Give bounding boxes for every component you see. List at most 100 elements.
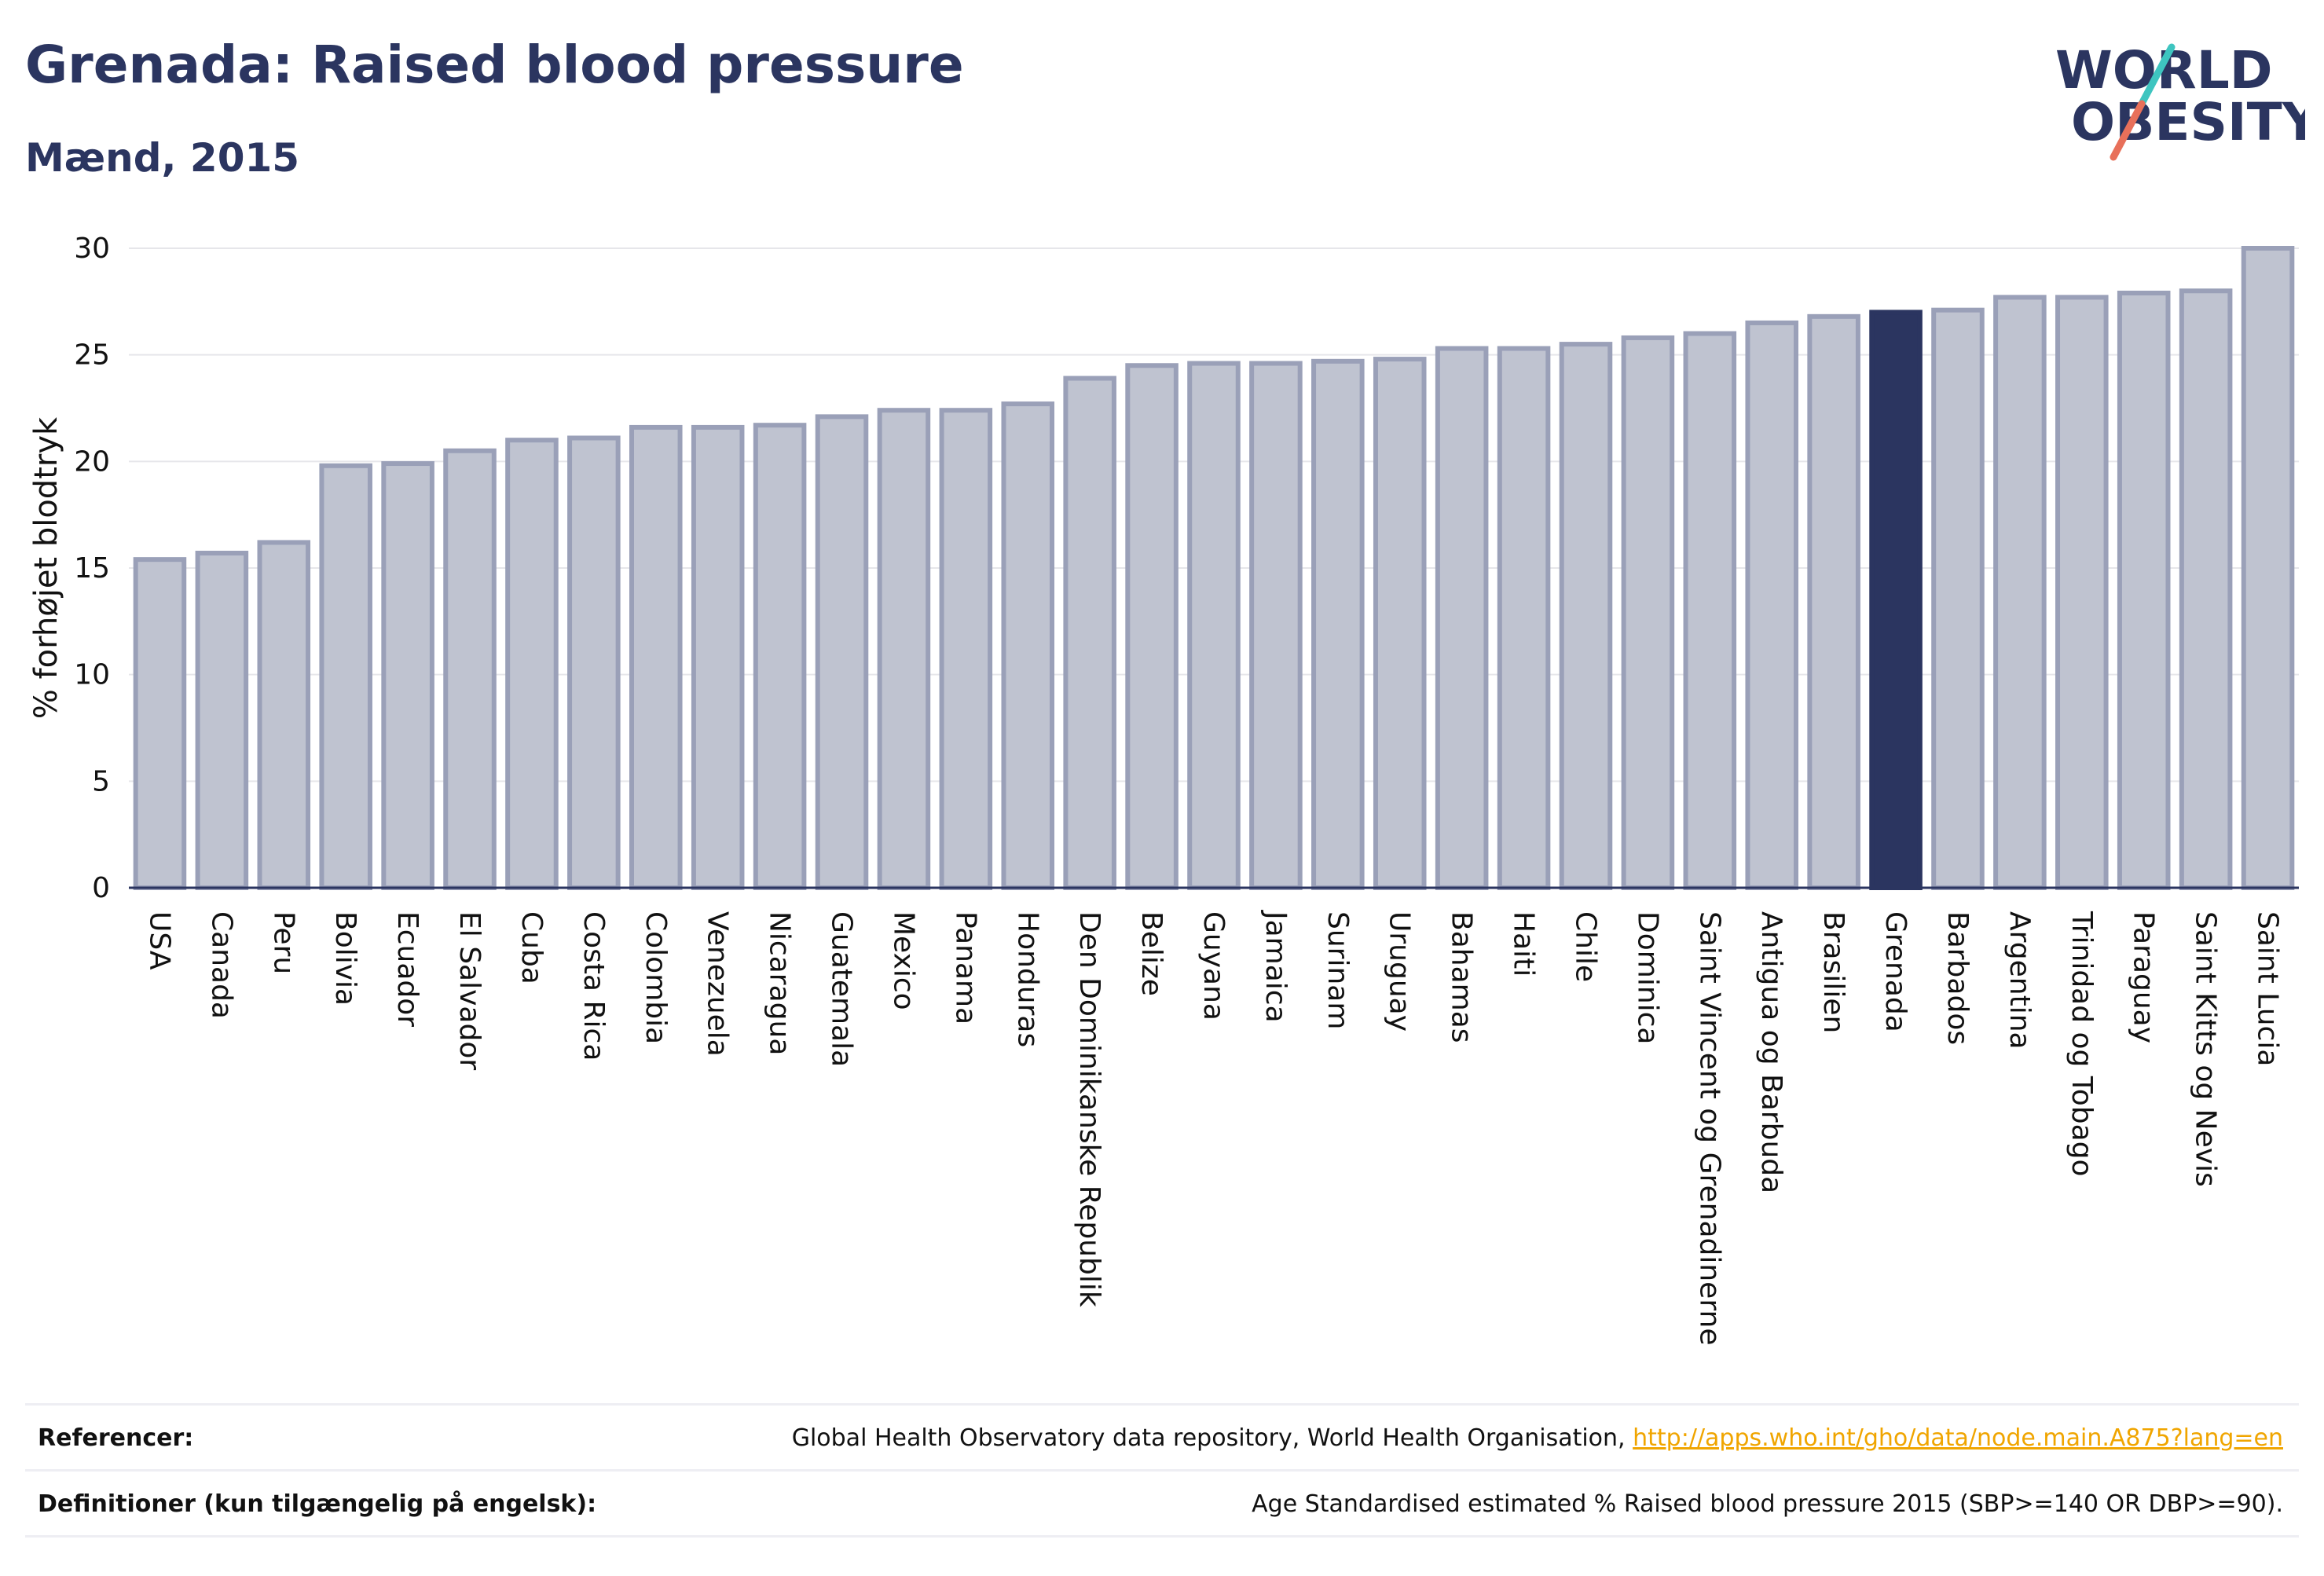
x-tick-label: Costa Rica: [577, 911, 610, 1061]
world-obesity-logo: WORLD OBESITY: [2055, 40, 2305, 161]
bar-highlight: [1869, 310, 1923, 890]
references-text: Global Health Observatory data repositor…: [791, 1424, 1626, 1452]
footer-divider-middle: [25, 1469, 2299, 1472]
x-tick-label: Cuba: [515, 911, 548, 984]
x-tick-label: Uruguay: [1384, 911, 1416, 1032]
bar: [2179, 288, 2233, 890]
x-tick-label: Ecuador: [391, 911, 423, 1027]
bar: [567, 435, 621, 890]
bar: [381, 461, 434, 890]
bar: [1993, 295, 2047, 890]
bar: [443, 448, 497, 890]
x-tick-label: Saint Kitts og Nevis: [2190, 911, 2222, 1187]
bar: [939, 408, 993, 890]
bar: [505, 438, 559, 890]
x-tick-label: Nicaragua: [764, 911, 796, 1055]
x-tick-label: Canada: [205, 911, 237, 1019]
bar: [691, 424, 745, 890]
bar: [319, 463, 372, 890]
bar: [1063, 376, 1116, 891]
logo-slash-teal: [2138, 43, 2176, 108]
x-tick-labels: USA Canada Peru Bolivia Ecuador El Salvador Cu…: [143, 910, 2283, 1345]
bar-chart: 0 5 10 15 20 25 30 USA Canada Peru Bolivia Ecuador…: [28, 233, 2299, 1345]
bar: [1125, 363, 1178, 890]
x-tick-label: Argentina: [2003, 911, 2036, 1050]
page-subtitle: Mænd, 2015: [25, 135, 300, 181]
references-row: Referencer: Global Health Observatory da…: [25, 1406, 2299, 1469]
bar: [815, 414, 869, 890]
x-tick-label: Den Dominikanske Republik: [1073, 911, 1105, 1307]
y-tick-label: 0: [92, 872, 110, 904]
x-tick-label: Honduras: [1011, 911, 1043, 1047]
footer-divider-bottom: [25, 1535, 2299, 1538]
bar: [1745, 320, 1799, 890]
bar: [1683, 331, 1737, 890]
bar: [1807, 313, 1860, 890]
bar: [2241, 246, 2295, 890]
bar: [195, 551, 249, 890]
references-link[interactable]: http://apps.who.int/gho/data/node.main.A…: [1633, 1424, 2283, 1452]
bar: [1435, 346, 1489, 890]
bar: [133, 557, 187, 890]
x-tick-label: Barbados: [1941, 911, 1974, 1045]
x-tick-label: Guyana: [1197, 911, 1230, 1021]
y-tick-labels: 0 5 10 15 20 25 30: [74, 233, 110, 904]
bar: [753, 423, 807, 890]
x-tick-label: Venezuela: [702, 911, 734, 1057]
bar: [629, 424, 683, 890]
x-tick-label: Chile: [1569, 911, 1601, 982]
x-tick-label: Paraguay: [2128, 911, 2160, 1043]
y-tick-label: 20: [74, 445, 110, 478]
x-tick-label: Bahamas: [1446, 911, 1478, 1043]
logo-line2: OBESITY: [2071, 92, 2305, 152]
bar: [1931, 307, 1985, 891]
bar: [2117, 290, 2171, 891]
y-tick-label: 25: [74, 339, 110, 372]
x-tick-label: Belize: [1135, 911, 1167, 996]
y-tick-label: 30: [74, 233, 110, 265]
x-tick-label: Dominica: [1631, 911, 1663, 1045]
x-tick-label: Guatemala: [826, 911, 858, 1067]
x-tick-label: Saint Vincent og Grenadinerne: [1693, 911, 1725, 1345]
x-tick-label: Colombia: [640, 911, 672, 1044]
bar: [1187, 361, 1241, 890]
bar: [1001, 401, 1055, 890]
bar: [2055, 295, 2109, 890]
bar: [1311, 358, 1365, 891]
bar: [1497, 346, 1551, 890]
y-axis-title: % forhøjet blodtryk: [28, 416, 64, 719]
references-value: Global Health Observatory data repositor…: [792, 1424, 2299, 1452]
x-tick-label: Saint Lucia: [2252, 911, 2284, 1066]
x-tick-label: USA: [143, 911, 175, 970]
x-tick-label: Grenada: [1879, 911, 1912, 1032]
x-tick-label: El Salvador: [453, 911, 486, 1070]
footer-divider-top: [25, 1403, 2299, 1406]
x-tick-label: Panama: [949, 911, 981, 1024]
x-tick-label: Peru: [267, 911, 299, 974]
x-tick-label: Bolivia: [329, 911, 361, 1006]
page-title: Grenada: Raised blood pressure: [25, 35, 964, 95]
references-label: Referencer:: [38, 1424, 194, 1452]
x-tick-label: Haiti: [1508, 911, 1540, 977]
x-tick-label: Mexico: [887, 911, 919, 1010]
x-tick-label: Antigua og Barbuda: [1755, 911, 1787, 1193]
x-tick-label: Brasilien: [1817, 911, 1849, 1033]
bar: [257, 540, 311, 890]
y-tick-label: 10: [74, 659, 110, 691]
y-tick-label: 5: [92, 765, 110, 797]
bar: [1249, 361, 1303, 890]
definitions-value: Age Standardised estimated % Raised bloo…: [1252, 1490, 2283, 1518]
x-tick-label: Trinidad og Tobago: [2066, 911, 2098, 1177]
definitions-row: Definitioner (kun tilgængelig på engelsk…: [25, 1472, 2299, 1535]
bar: [1373, 357, 1427, 890]
bar: [1621, 335, 1675, 890]
logo-slash-coral: [2110, 100, 2146, 161]
x-tick-label: Surinam: [1321, 911, 1354, 1029]
y-tick-label: 15: [74, 552, 110, 585]
bars: [133, 246, 2295, 891]
bar: [1559, 342, 1613, 891]
bar: [877, 408, 931, 890]
definitions-label: Definitioner (kun tilgængelig på engelsk…: [38, 1490, 597, 1518]
logo-line1: WORLD: [2055, 40, 2273, 101]
x-tick-label: Jamaica: [1259, 910, 1292, 1023]
